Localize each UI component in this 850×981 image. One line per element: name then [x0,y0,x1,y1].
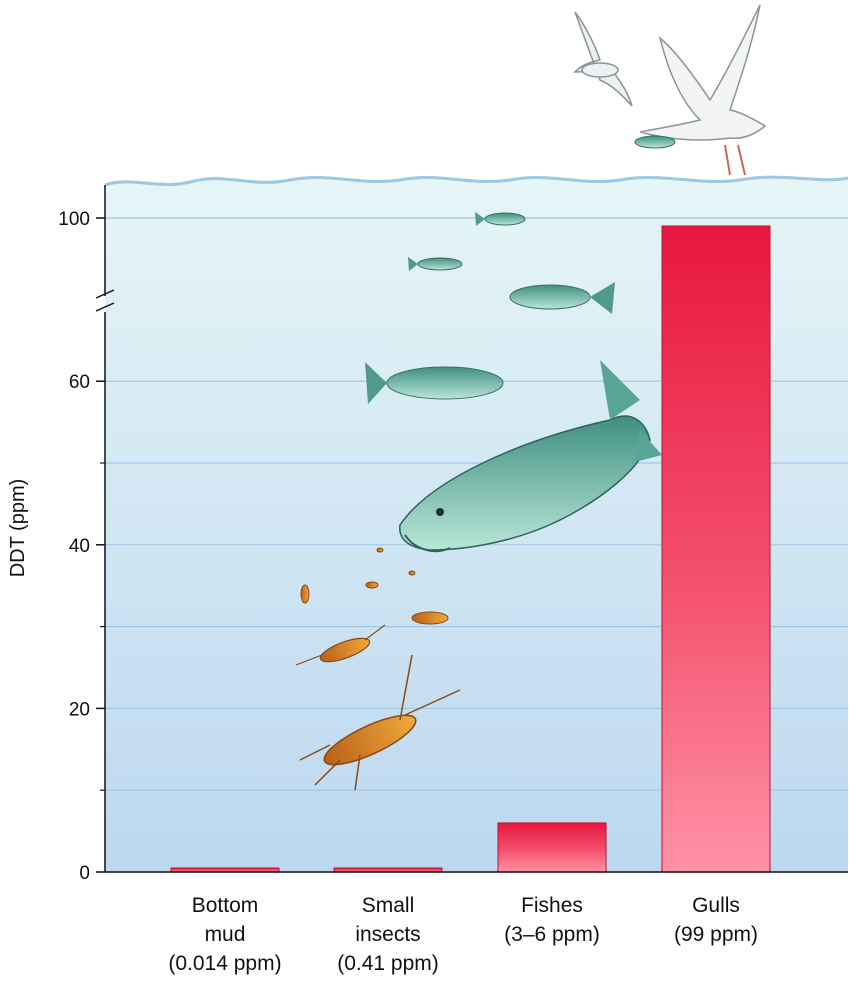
fish-small-left-illustration [408,257,463,271]
category-label: Fishes [521,894,583,917]
insect-large-illustration [299,654,461,791]
bar [661,225,771,873]
bar [497,822,607,873]
fish-small-top-illustration [475,212,526,226]
gull-left-illustration [573,11,633,107]
category-label: (3–6 ppm) [504,923,600,946]
category-label: Small [362,894,415,917]
y-tick-label: 40 [69,536,90,557]
fish-medium-left-illustration [365,362,504,404]
insect-medium-illustration [295,624,386,666]
x-labels-group: Bottom mud (0.014 ppm) Small insects (0.41 pp… [168,894,758,975]
category-label: Bottom [192,894,259,917]
y-tick-label: 0 [79,863,90,884]
category-label: Gulls [692,894,740,917]
insect-tiny-illustration [300,547,416,604]
y-tick-label: 20 [69,699,90,720]
large-fish-illustration [399,360,662,553]
water-surface-line [104,175,849,187]
gull-right-illustration [639,4,767,176]
category-label: (99 ppm) [674,923,758,946]
category-label: (0.41 ppm) [337,952,439,975]
category-label: (0.014 ppm) [168,952,281,975]
bars-group [170,225,771,873]
category-label: insects [355,923,420,946]
category-label: mud [205,923,246,946]
y-ticks-group: 0 20 40 60 100 [58,209,105,884]
y-tick-label: 100 [58,209,90,230]
y-axis-title: DDT (ppm) [7,479,29,578]
insect-small-right-illustration [411,611,449,625]
y-tick-label: 60 [69,372,90,393]
fish-medium-right-illustration [509,282,615,314]
axis-break-mark [95,289,115,312]
caught-fish-illustration [634,135,676,149]
